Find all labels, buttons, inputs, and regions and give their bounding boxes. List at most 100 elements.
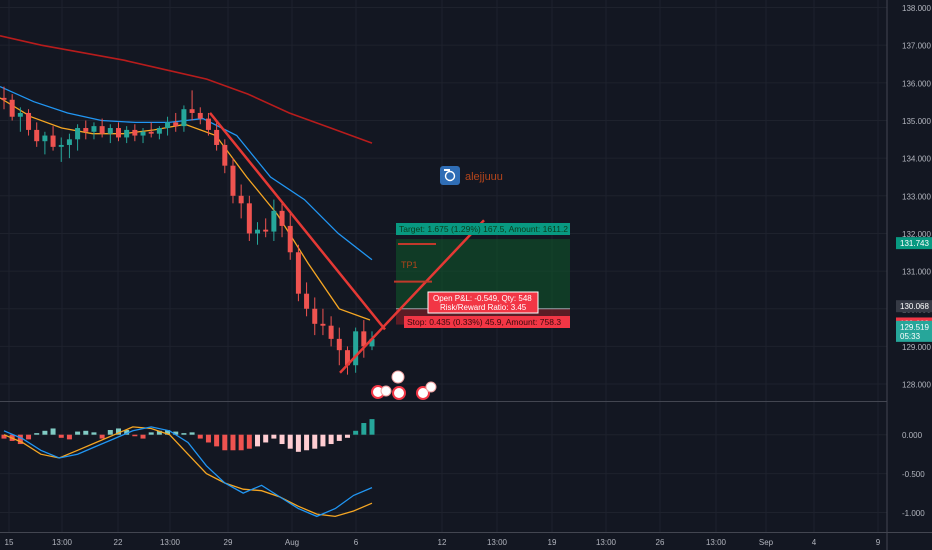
macd-histogram-bar xyxy=(115,428,121,435)
candle-body xyxy=(165,122,171,129)
macd-histogram-bar xyxy=(83,430,89,435)
macd-histogram-bar xyxy=(279,434,285,445)
macd-histogram-bar xyxy=(197,434,203,439)
tp1-label: TP1 xyxy=(401,260,418,270)
macd-histogram-bar xyxy=(75,431,81,435)
candle-body xyxy=(304,293,310,309)
candle-body xyxy=(9,99,15,117)
macd-histogram-bar xyxy=(336,434,342,441)
macd-tick-label: 0.000 xyxy=(902,431,923,440)
resistance-trendline[interactable] xyxy=(209,112,386,331)
time-tick-label: 13:00 xyxy=(160,538,181,547)
price-tag-label: 05:33 xyxy=(900,332,921,341)
macd-histogram-bar xyxy=(58,434,64,438)
candle-body xyxy=(295,252,301,294)
price-tag-label: 131.743 xyxy=(900,239,929,248)
candle-body xyxy=(238,195,244,204)
candle-body xyxy=(328,325,334,339)
candle-body xyxy=(287,225,293,253)
macd-histogram-bar xyxy=(91,432,97,435)
candle-body xyxy=(181,109,187,127)
trend-drawings[interactable] xyxy=(209,112,485,374)
candle-body xyxy=(42,135,48,142)
candle-body xyxy=(83,128,89,132)
grid-lines xyxy=(0,0,932,532)
time-tick-label: 6 xyxy=(354,538,359,547)
candle-body xyxy=(17,112,23,117)
macd-histogram-bar xyxy=(344,434,350,438)
event-marker[interactable] xyxy=(392,386,406,400)
candle-body xyxy=(173,122,179,127)
moving-averages xyxy=(0,35,373,321)
candle-body xyxy=(353,331,359,366)
time-tick-label: 29 xyxy=(224,538,233,547)
price-tag xyxy=(896,300,932,313)
candle-body xyxy=(115,128,121,138)
candle-body xyxy=(58,144,64,147)
time-tick-label: 4 xyxy=(812,538,817,547)
time-tick-label: 26 xyxy=(656,538,665,547)
candle-body xyxy=(1,97,7,100)
price-tag xyxy=(896,329,932,342)
price-tick-label: 128.000 xyxy=(902,381,931,390)
macd-histogram-bar xyxy=(50,428,56,435)
candle-body xyxy=(107,128,113,134)
event-marker[interactable] xyxy=(391,370,405,384)
candle-body xyxy=(344,350,350,366)
macd-histogram-bar xyxy=(99,434,105,439)
event-marker[interactable] xyxy=(380,385,392,397)
candle-body xyxy=(361,331,367,347)
price-axis-panel xyxy=(887,0,932,550)
macd-histogram-bar xyxy=(181,433,187,435)
macd-histogram-bar xyxy=(189,432,195,435)
macd-tick-label: -0.500 xyxy=(902,470,925,479)
support-trendline[interactable] xyxy=(339,219,485,374)
candle-body xyxy=(189,109,195,113)
candle-body xyxy=(369,338,375,347)
candle-body xyxy=(336,338,342,351)
time-tick-label: Sep xyxy=(759,538,774,547)
macd-histogram-bar xyxy=(287,434,293,449)
macd-histogram-bar xyxy=(295,434,301,452)
macd-histogram-bar xyxy=(320,434,326,447)
candle-body xyxy=(263,229,269,232)
entry-label-2: Risk/Reward Ratio: 3.45 xyxy=(440,303,527,312)
price-tag-label: 130.068 xyxy=(900,302,929,311)
camera-top xyxy=(444,169,450,171)
time-tick-label: 13:00 xyxy=(52,538,73,547)
macd-histogram-bar xyxy=(26,434,32,440)
candle-body xyxy=(320,323,326,326)
event-markers[interactable] xyxy=(371,370,437,400)
price-tick-label: 129.000 xyxy=(902,343,931,352)
candle-body xyxy=(246,203,252,234)
macd-histogram-bar xyxy=(222,434,228,451)
price-tag xyxy=(896,237,932,250)
event-marker[interactable] xyxy=(425,381,437,393)
macd-histogram-bar xyxy=(230,434,236,451)
time-tick-label: 19 xyxy=(548,538,557,547)
price-tick-label: 134.000 xyxy=(902,155,931,164)
candle-body xyxy=(255,229,261,234)
macd-histogram-bar xyxy=(205,434,211,443)
macd-pane xyxy=(1,419,375,518)
candle-body xyxy=(99,126,105,134)
ma-slow-line xyxy=(0,35,373,144)
event-marker[interactable] xyxy=(416,386,430,400)
macd-histogram-bar xyxy=(238,434,244,451)
price-tick-label: 135.000 xyxy=(902,117,931,126)
entry-label-1: Open P&L: -0.549, Qty: 548 xyxy=(433,294,532,303)
time-tick-label: 12 xyxy=(438,538,447,547)
entry-label-box xyxy=(427,291,539,314)
time-tick-label: 15 xyxy=(5,538,14,547)
candle-body xyxy=(271,210,277,232)
author-name: alejjuuu xyxy=(465,171,503,183)
author-badge: alejjuuu xyxy=(440,166,503,185)
macd-tick-label: -1.000 xyxy=(902,509,925,518)
macd-histogram-bar xyxy=(148,432,154,435)
macd-histogram-bar xyxy=(156,430,162,435)
price-tick-label: 136.000 xyxy=(902,79,931,88)
candle-body xyxy=(205,118,211,130)
macd-histogram-bar xyxy=(263,434,269,443)
